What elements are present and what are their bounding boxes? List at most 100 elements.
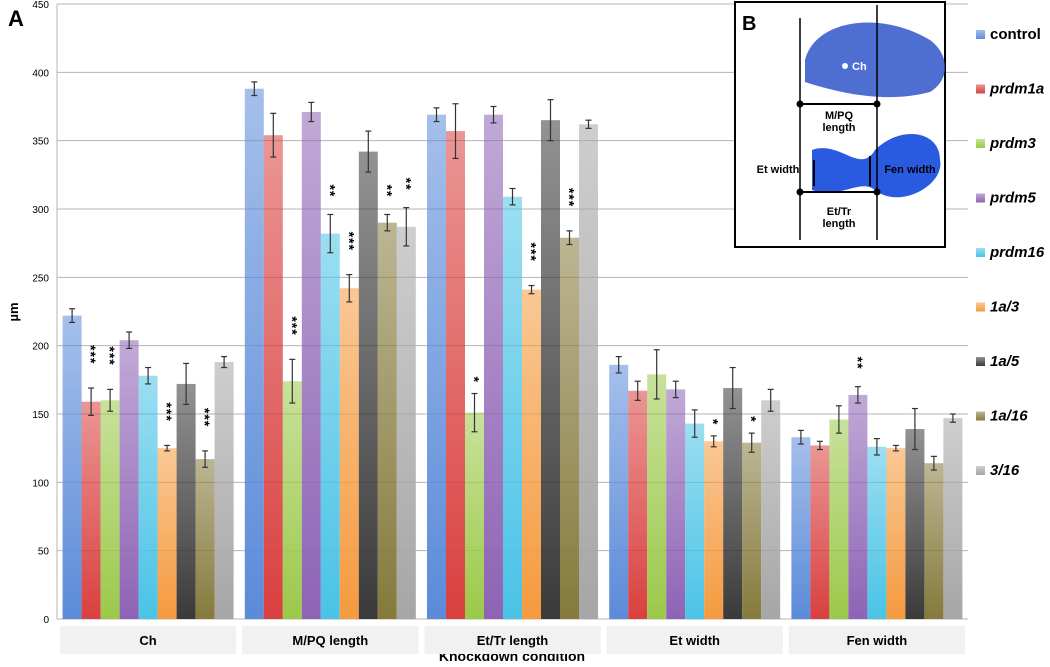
bar xyxy=(339,288,359,619)
error-bar xyxy=(221,356,228,369)
bar xyxy=(427,114,446,619)
bar xyxy=(62,315,82,619)
bar xyxy=(157,448,177,619)
panel-label: A xyxy=(8,6,24,31)
ch-point xyxy=(842,63,848,69)
skull-upper xyxy=(805,22,945,98)
bar xyxy=(810,445,830,619)
fen-width-label: Fen width xyxy=(884,164,936,176)
legend-label: control xyxy=(990,26,1041,43)
error-bar xyxy=(892,444,899,452)
category-box xyxy=(242,626,419,654)
bar xyxy=(358,151,378,619)
category-box xyxy=(424,626,601,654)
x-tick-label: Et width xyxy=(669,633,720,648)
bar xyxy=(465,412,484,619)
bar xyxy=(579,124,598,620)
bar xyxy=(522,289,541,619)
error-bar xyxy=(634,380,641,401)
error-bar xyxy=(289,358,296,404)
error-bar xyxy=(69,308,76,324)
y-tick-label: 50 xyxy=(38,547,50,558)
significance: ** xyxy=(379,184,395,197)
y-tick-label: 200 xyxy=(32,342,49,353)
bar xyxy=(848,394,868,619)
ettr-label: Et/Tr length xyxy=(822,206,856,230)
x-tick-label: Fen width xyxy=(847,633,908,648)
error-bar xyxy=(930,455,937,471)
y-tick-label: 0 xyxy=(43,615,49,626)
legend-label: 1a/5 xyxy=(990,353,1020,370)
bar xyxy=(628,390,648,619)
error-bar xyxy=(710,435,717,448)
bar xyxy=(396,226,416,619)
significance: ** xyxy=(398,178,414,191)
error-bar xyxy=(346,274,353,303)
bar xyxy=(377,222,397,619)
bar xyxy=(320,233,340,619)
bar xyxy=(742,442,762,619)
error-bar xyxy=(585,119,592,129)
bar xyxy=(195,459,215,619)
point xyxy=(796,100,804,108)
error-bar xyxy=(566,230,573,246)
bar xyxy=(263,135,283,619)
error-bar xyxy=(183,362,190,406)
error-bar xyxy=(547,99,554,142)
error-bar xyxy=(202,450,209,468)
legend-swatch xyxy=(976,248,985,257)
bar xyxy=(924,463,944,619)
legend-label: prdm1a xyxy=(989,81,1044,98)
y-tick-label: 300 xyxy=(32,205,49,216)
bar xyxy=(905,429,925,619)
error-bar xyxy=(653,349,660,400)
significance: *** xyxy=(197,408,213,427)
error-bar xyxy=(384,213,391,232)
error-bar xyxy=(691,409,698,438)
error-bar xyxy=(873,438,880,456)
bar xyxy=(560,237,579,619)
legend-label: 1a/3 xyxy=(990,299,1020,316)
error-bar xyxy=(452,103,459,160)
significance: ** xyxy=(322,184,338,197)
error-bar xyxy=(270,112,277,158)
bar xyxy=(541,120,560,620)
x-tick-label: Et/Tr length xyxy=(477,633,549,648)
significance: *** xyxy=(341,232,357,251)
y-tick-label: 450 xyxy=(32,0,49,11)
error-bar xyxy=(490,105,497,124)
et-width-label: Et width xyxy=(756,164,800,176)
legend-swatch xyxy=(976,466,985,475)
legend-swatch xyxy=(976,302,985,312)
legend-swatch xyxy=(976,139,985,148)
legend-label: prdm5 xyxy=(989,190,1037,207)
error-bar xyxy=(164,444,171,452)
error-bar xyxy=(107,388,114,412)
bar xyxy=(723,388,743,619)
significance: *** xyxy=(83,345,99,364)
bar xyxy=(943,418,963,619)
bar xyxy=(761,400,781,619)
bar xyxy=(484,114,503,619)
y-tick-label: 100 xyxy=(32,478,49,489)
bar xyxy=(609,364,629,619)
significance: * xyxy=(467,377,483,383)
bar xyxy=(647,374,667,619)
significance: *** xyxy=(102,346,118,365)
inset-label: B xyxy=(742,13,756,35)
error-bar xyxy=(528,284,535,295)
error-bar xyxy=(509,187,516,206)
error-bar xyxy=(797,429,804,445)
y-tick-label: 150 xyxy=(32,410,49,421)
bar xyxy=(301,111,321,619)
legend-label: 1a/16 xyxy=(990,408,1028,425)
legend-swatch xyxy=(976,84,985,94)
category-box xyxy=(60,626,237,654)
error-bar xyxy=(767,388,774,412)
y-tick-label: 250 xyxy=(32,273,49,284)
error-bar xyxy=(251,81,258,97)
error-bar xyxy=(816,440,823,451)
bar xyxy=(282,381,302,619)
